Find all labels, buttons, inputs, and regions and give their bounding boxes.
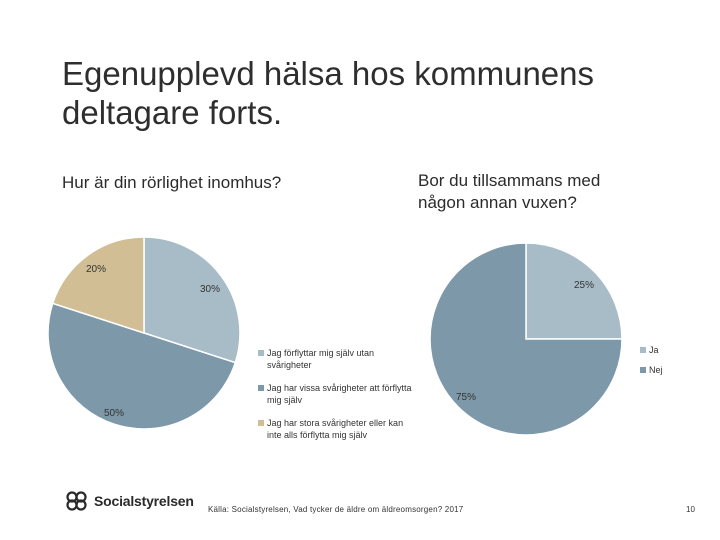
legend-swatch — [258, 385, 264, 391]
socialstyrelsen-logo: Socialstyrelsen — [64, 488, 194, 514]
legend-label: Jag har stora svårigheter eller kan inte… — [267, 418, 404, 440]
pie-data-label: 50% — [104, 408, 124, 419]
legend-label: Nej — [649, 365, 663, 375]
pie-data-label: 75% — [456, 392, 476, 403]
legend-label: Jag har vissa svårigheter att förflytta … — [267, 383, 412, 405]
legend-swatch — [258, 350, 264, 356]
legend-item-some-difficulty: Jag har vissa svårigheter att förflytta … — [258, 382, 418, 406]
pie-data-label: 25% — [574, 280, 594, 291]
chart-title-mobility: Hur är din rörlighet inomhus? — [62, 173, 282, 192]
chart-title-living: Bor du tillsammans med någon annan vuxen… — [418, 171, 601, 212]
living-legend: Ja Nej — [640, 344, 700, 384]
source-note: Källa: Socialstyrelsen, Vad tycker de äl… — [208, 505, 464, 514]
pie-data-label: 30% — [200, 284, 220, 295]
mobility-legend: Jag förflyttar mig själv utan svårighete… — [258, 347, 418, 452]
legend-swatch — [258, 420, 264, 426]
logo-emblem-icon — [66, 491, 87, 511]
logo-text: Socialstyrelsen — [94, 493, 194, 509]
legend-swatch — [640, 347, 646, 353]
legend-item-ja: Ja — [640, 344, 700, 356]
legend-label: Ja — [649, 345, 659, 355]
pie-slice — [47, 302, 237, 430]
page-number: 10 — [686, 505, 695, 514]
pie-data-label: 20% — [86, 264, 106, 275]
pie-slice — [143, 236, 241, 364]
legend-label: Jag förflyttar mig själv utan svårighete… — [267, 348, 375, 370]
pie-slice — [429, 242, 623, 436]
pie-slice — [525, 242, 623, 340]
legend-item-great-difficulty: Jag har stora svårigheter eller kan inte… — [258, 417, 418, 441]
pie-slice — [51, 236, 145, 335]
slide-title: Egenupplevd hälsa hos kommunens deltagar… — [62, 55, 595, 131]
legend-swatch — [640, 367, 646, 373]
legend-item-nej: Nej — [640, 364, 700, 376]
legend-item-no-difficulty: Jag förflyttar mig själv utan svårighete… — [258, 347, 418, 371]
